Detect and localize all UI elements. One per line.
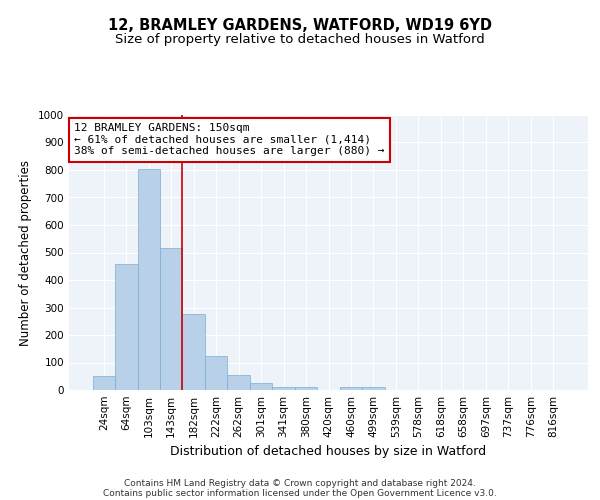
Text: Contains public sector information licensed under the Open Government Licence v3: Contains public sector information licen…: [103, 488, 497, 498]
Bar: [160, 248, 182, 390]
Y-axis label: Number of detached properties: Number of detached properties: [19, 160, 32, 346]
Text: 12 BRAMLEY GARDENS: 150sqm
← 61% of detached houses are smaller (1,414)
38% of s: 12 BRAMLEY GARDENS: 150sqm ← 61% of deta…: [74, 123, 385, 156]
Bar: [115, 264, 137, 390]
Bar: [362, 387, 385, 390]
Bar: [295, 387, 317, 390]
Text: 12, BRAMLEY GARDENS, WATFORD, WD19 6YD: 12, BRAMLEY GARDENS, WATFORD, WD19 6YD: [108, 18, 492, 32]
Text: Size of property relative to detached houses in Watford: Size of property relative to detached ho…: [115, 32, 485, 46]
Bar: [205, 356, 227, 390]
Bar: [250, 383, 272, 390]
Bar: [227, 375, 250, 390]
Bar: [340, 387, 362, 390]
Bar: [92, 376, 115, 390]
Bar: [182, 314, 205, 390]
Bar: [137, 168, 160, 390]
Bar: [272, 387, 295, 390]
Text: Contains HM Land Registry data © Crown copyright and database right 2024.: Contains HM Land Registry data © Crown c…: [124, 478, 476, 488]
X-axis label: Distribution of detached houses by size in Watford: Distribution of detached houses by size …: [170, 446, 487, 458]
